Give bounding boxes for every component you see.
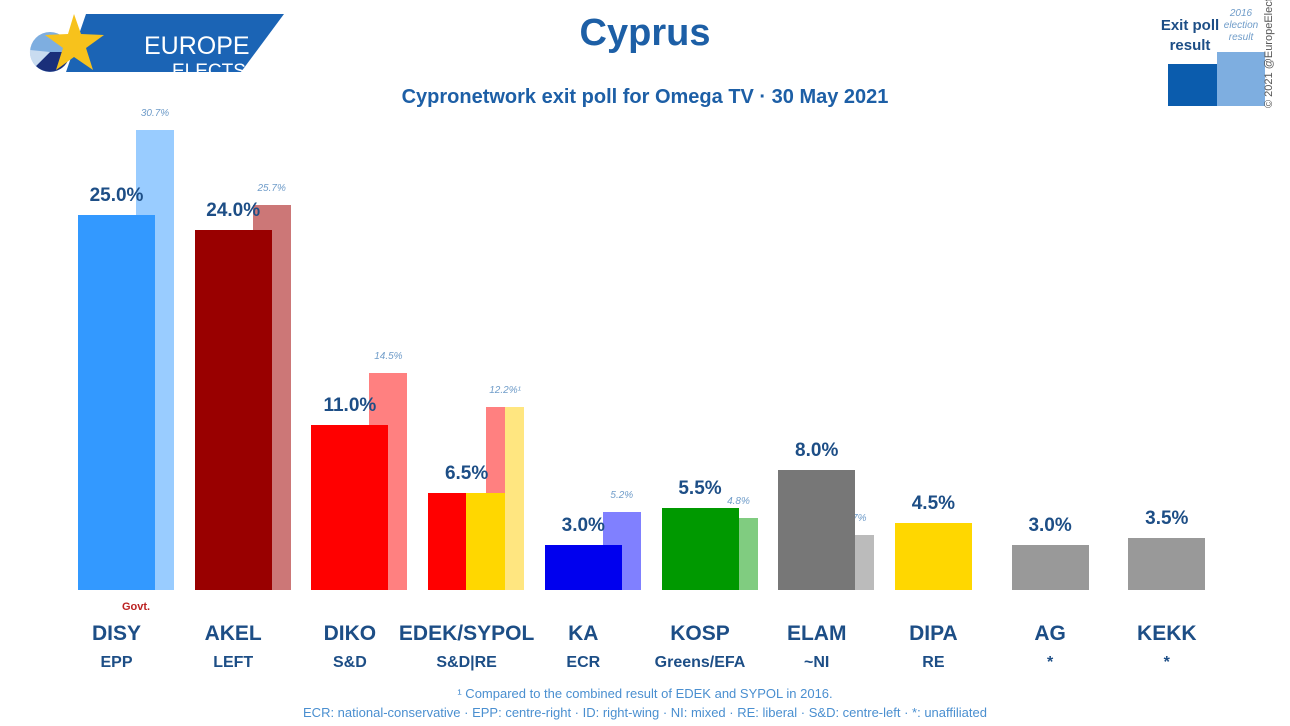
bar-ELAM	[778, 470, 856, 590]
bar-DISY	[78, 215, 155, 590]
party-name: ELAM	[786, 622, 847, 645]
party-group: *	[1046, 654, 1054, 671]
party-group: EPP	[100, 654, 133, 671]
party-name: AKEL	[204, 622, 262, 645]
value-label: 4.5%	[911, 492, 956, 514]
value-label: 8.0%	[795, 440, 839, 461]
bar-KEKK	[1128, 537, 1206, 590]
legend-exit-label: Exit poll result	[1160, 17, 1220, 54]
party-group: ECR	[566, 654, 601, 671]
party-group: LEFT	[213, 654, 254, 671]
party-name: DIKO	[323, 622, 377, 645]
legend: Exit poll result 2016 election result	[1160, 6, 1290, 116]
party-group: RE	[922, 654, 945, 671]
prev-value-label: 4.8%	[727, 496, 750, 507]
party-name: DIPA	[909, 622, 958, 645]
bar-EDEK/SYPOL	[466, 492, 506, 590]
group-legend: ECR: national-conservative · EPP: centre…	[303, 705, 987, 720]
bar-DIPA	[894, 522, 972, 590]
bar-KA	[544, 545, 622, 590]
bar-AG	[1011, 545, 1089, 590]
bar-DIKO	[311, 425, 389, 590]
prev-value-label: 30.7%	[140, 107, 170, 119]
party-name: KEKK	[1137, 622, 1197, 645]
party-group: Greens/EFA	[654, 654, 746, 671]
value-label: 3.0%	[561, 515, 605, 536]
govt-annotation: Govt.	[122, 601, 151, 613]
logo-line1: EUROPE	[144, 32, 250, 60]
value-label: 6.5%	[444, 462, 489, 484]
value-label: 11.0%	[323, 395, 377, 416]
prev-value-label: 25.7%	[257, 182, 286, 194]
party-name: KA	[568, 622, 599, 645]
prev-value-label: 5.2%	[610, 490, 634, 501]
value-label: 24.0%	[206, 200, 261, 221]
prev-value-label: 12.2%¹	[489, 385, 521, 396]
party-group: S&D	[333, 654, 367, 671]
copyright: © 2021 @EuropeElects	[1263, 0, 1275, 108]
bar-EDEK/SYPOL	[428, 492, 468, 590]
prev-bar-EDEK/SYPOL	[505, 407, 525, 590]
party-group: ~NI	[804, 654, 830, 671]
prev-value-label: 14.5%	[374, 350, 403, 362]
party-group: S&D|RE	[436, 654, 497, 671]
legend-prev-label: 2016 election result	[1223, 8, 1259, 43]
value-label: 5.5%	[678, 477, 722, 499]
chart-subtitle: Cypronetwork exit poll for Omega TV · 30…	[401, 86, 889, 108]
europe-elects-logo: EUROPE ELECTS	[26, 14, 286, 82]
bar-KOSP	[661, 507, 739, 590]
party-group: *	[1163, 654, 1170, 671]
party-name: AG	[1034, 622, 1066, 645]
party-name: DISY	[91, 622, 141, 645]
logo-graphic	[29, 14, 284, 72]
legend-exit-swatch	[1168, 64, 1220, 106]
footnote: ¹ Compared to the combined result of EDE…	[457, 686, 833, 701]
value-label: 3.5%	[1145, 507, 1189, 529]
chart-title: Cyprus	[579, 12, 711, 54]
value-label: 25.0%	[89, 185, 144, 206]
bar-AKEL	[194, 230, 272, 590]
value-label: 3.0%	[1028, 515, 1072, 536]
logo-line2: ELECTS	[172, 61, 246, 82]
legend-prev-swatch	[1217, 52, 1265, 106]
party-name: KOSP	[670, 622, 730, 645]
party-name: EDEK/SYPOL	[398, 622, 535, 645]
